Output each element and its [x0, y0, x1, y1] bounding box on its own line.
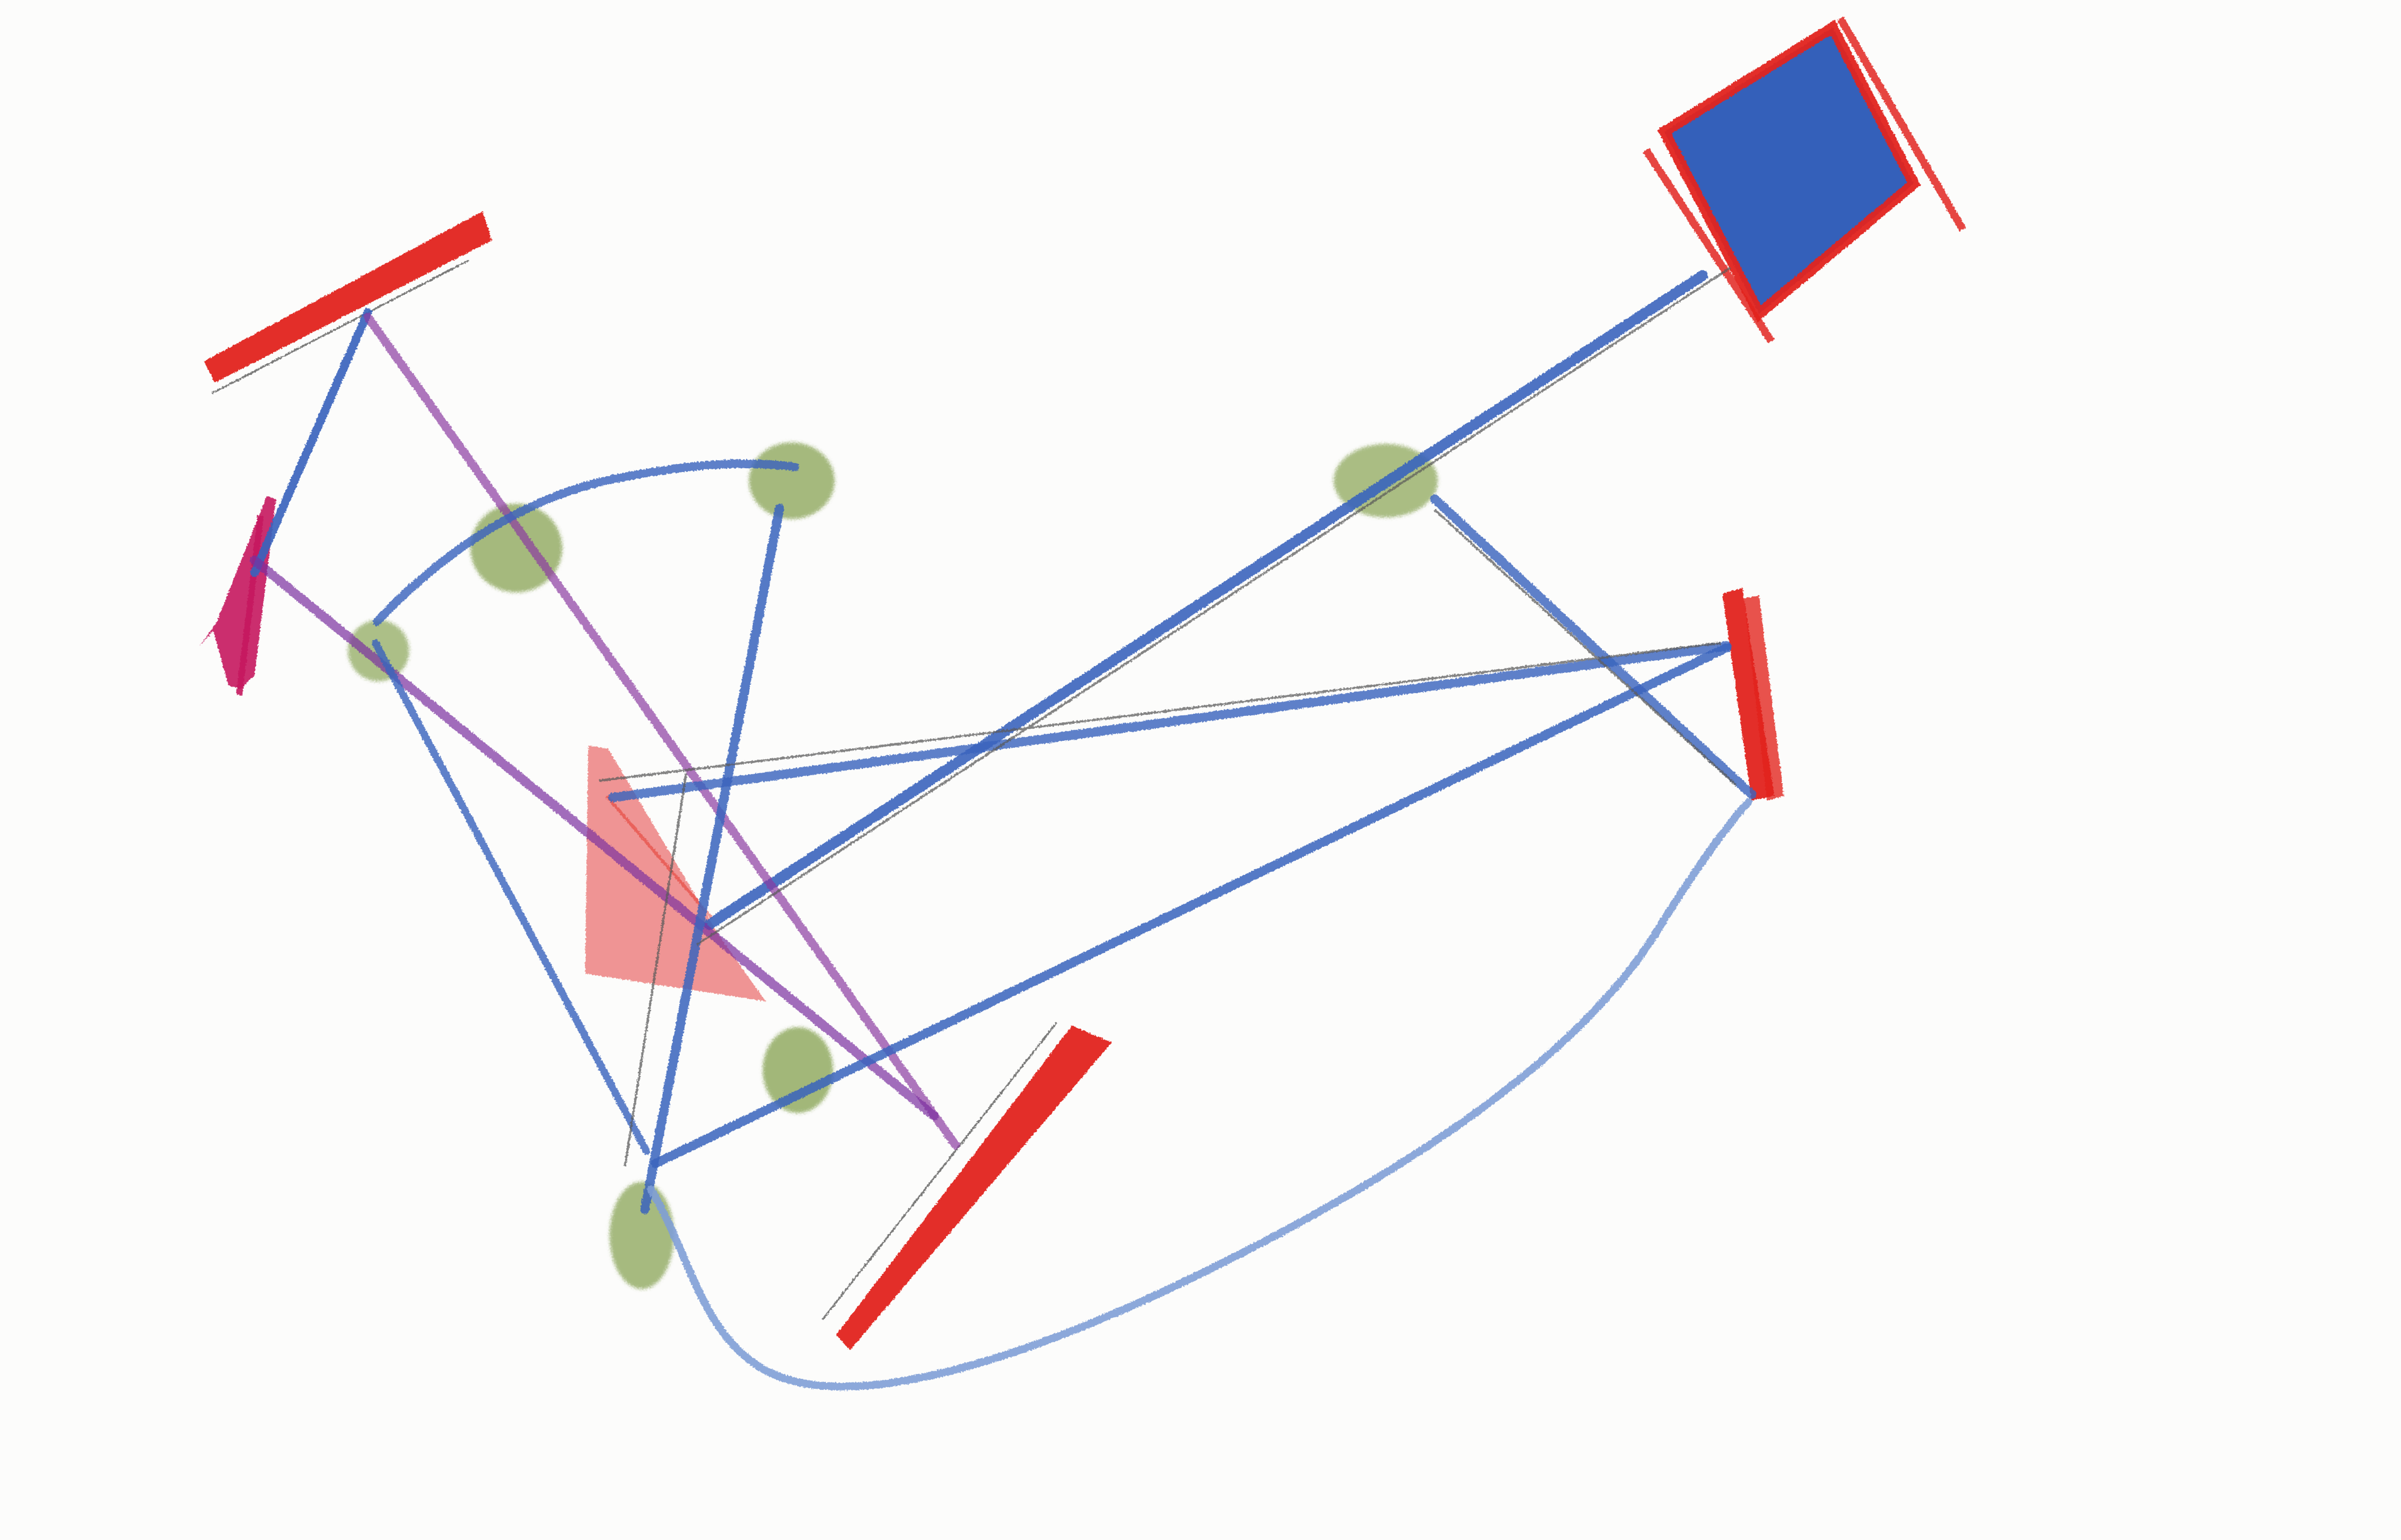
green-spot-bottom — [609, 1182, 674, 1289]
blue-arc-top — [373, 459, 799, 626]
green-spot-lower — [763, 1027, 834, 1113]
red-frame-right-edge — [1837, 16, 1966, 232]
blue-line-horizontal — [608, 641, 1732, 802]
blue-line-long-diagonal — [704, 270, 1708, 930]
red-triangle — [585, 745, 766, 1001]
blue-line-top-spot-to-bottom — [640, 503, 784, 1214]
magenta-spike-stroke — [236, 515, 264, 696]
graphite-line-right — [1434, 509, 1737, 786]
purple-line-top-bar-to-bottom — [363, 312, 960, 1150]
blue-line-left-vertical — [250, 308, 372, 577]
graphite-line-bottom-up — [624, 773, 688, 1167]
green-spot-top — [749, 442, 835, 519]
sketch-layer — [199, 16, 1966, 1390]
red-frame-left-edge — [1642, 147, 1775, 344]
graphite-bar-shadow-top-left — [211, 259, 469, 395]
red-bar-top-left — [204, 211, 492, 383]
magenta-spike — [199, 496, 276, 696]
blue-lines — [250, 270, 1756, 1390]
blue-line-left-spot-to-bottom — [372, 639, 650, 1155]
blue-square-block — [1642, 16, 1966, 344]
red-bars — [204, 211, 1784, 1351]
triangle-inner-hatch — [605, 795, 714, 920]
graphite-lines — [599, 267, 1737, 1167]
graphite-line-long — [696, 267, 1731, 946]
red-bar-bottom — [836, 1026, 1112, 1351]
blue-line-right-diagonal — [1430, 494, 1756, 799]
graphite-line-horizontal — [599, 642, 1721, 782]
blue-line-bottom-to-right-bar — [651, 643, 1732, 1168]
red-bar-right-second-stroke — [1743, 595, 1784, 801]
blue-square-red-frame — [1657, 20, 1921, 322]
long-loop-curve — [647, 798, 1752, 1390]
purple-line-left-to-bottom — [250, 555, 939, 1121]
graphite-bar-shadow-bottom — [821, 1022, 1058, 1320]
